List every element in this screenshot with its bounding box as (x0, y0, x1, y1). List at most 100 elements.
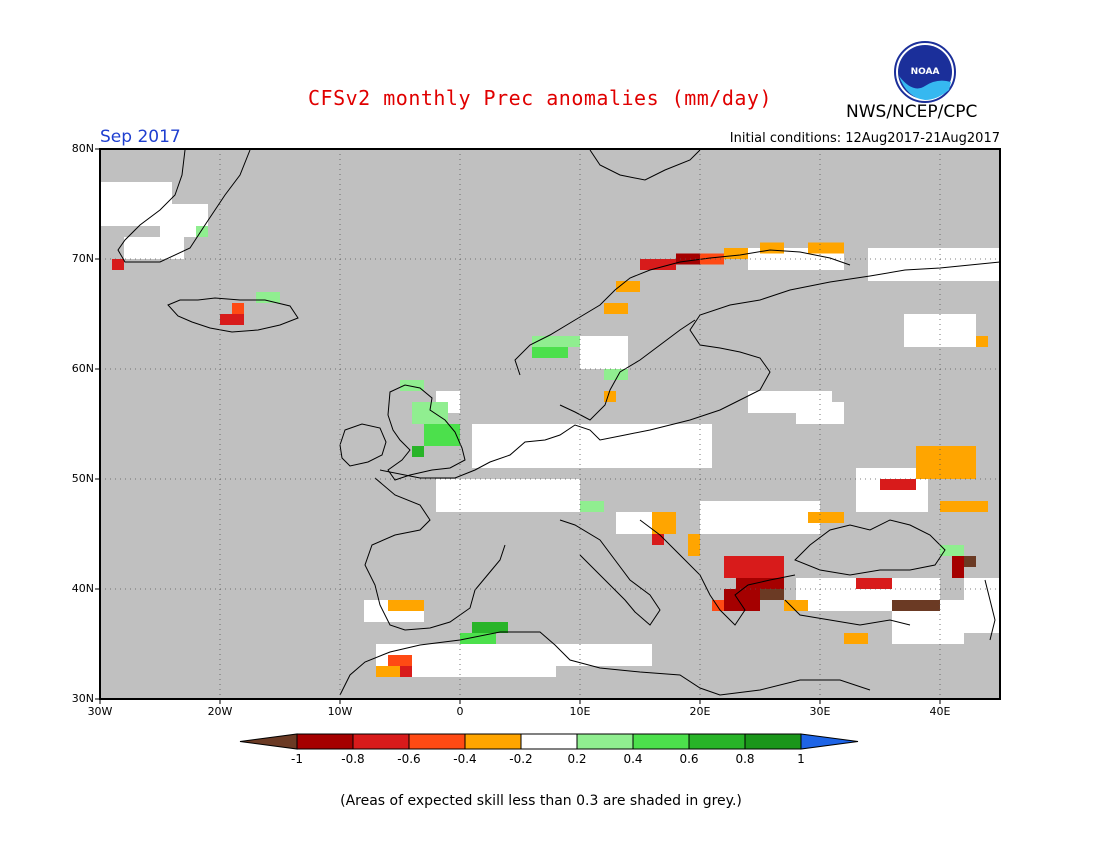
anomaly-cell (400, 380, 424, 391)
coastline-sweden (559, 319, 696, 421)
map-frame (99, 148, 1001, 700)
anomaly-cell (604, 369, 628, 380)
colorbar-label-6: 0.4 (623, 752, 643, 766)
anomaly-cell (532, 336, 580, 347)
anomaly-cell (688, 534, 700, 556)
anomaly-cells (112, 226, 988, 677)
anomaly-cell (412, 402, 448, 424)
anomaly-cell (376, 666, 412, 677)
anomaly-cell (652, 534, 664, 545)
coastline-ireland (339, 423, 387, 467)
coastline-great-britain (387, 384, 466, 481)
skill-footnote: (Areas of expected skill less than 0.3 a… (340, 793, 742, 809)
low-anomaly-cell (124, 237, 184, 259)
lat-label-80n: 80N (71, 142, 94, 155)
low-anomaly-cell (580, 336, 628, 369)
anomaly-cell (808, 512, 844, 523)
coastline-svalbard (589, 149, 701, 181)
lon-label-30e: 30E (809, 705, 831, 718)
lat-label-70n: 70N (71, 252, 94, 265)
coastline-greenland (117, 149, 251, 263)
colorbar-label-1: -0.8 (341, 752, 365, 766)
anomaly-cell (952, 556, 964, 578)
low-anomaly-cell (616, 512, 652, 534)
anomaly-cell (196, 226, 208, 237)
anomaly-cell (580, 501, 604, 512)
low-anomaly-cell (964, 578, 1000, 633)
anomaly-cell (472, 622, 508, 633)
anomaly-cell (400, 666, 412, 677)
low-anomaly-cell (532, 644, 652, 666)
coastline-scandinavia (514, 249, 851, 376)
lon-label-30w: 30W (87, 705, 113, 718)
anomaly-cell (700, 253, 724, 265)
anomaly-cell (724, 248, 748, 259)
colorbar-label-0: -1 (291, 752, 303, 766)
colorbar-label-4: -0.2 (509, 752, 533, 766)
lon-label-0: 0 (456, 705, 464, 718)
anomaly-cell (940, 545, 964, 556)
anomaly-cell (748, 589, 784, 600)
anomaly-cell (712, 600, 724, 611)
low-anomaly-cell (904, 314, 976, 347)
anomaly-cell (112, 259, 124, 270)
coastline-africa (339, 631, 871, 696)
coastline-black-sea (794, 519, 946, 576)
anomaly-cell (460, 633, 496, 644)
anomaly-cell (232, 303, 244, 314)
anomaly-cell (736, 578, 784, 589)
colorbar-label-2: -0.6 (397, 752, 421, 766)
lon-label-40e: 40E (929, 705, 951, 718)
anomaly-cell (616, 281, 640, 292)
lat-label-60n: 60N (71, 362, 94, 375)
graticule (100, 149, 1000, 699)
anomaly-cell (388, 655, 412, 666)
anomaly-cell (604, 303, 628, 314)
anomaly-cell (964, 556, 976, 567)
anomaly-cell (724, 589, 760, 611)
coastline-iceland (167, 297, 299, 333)
logo-text: NOAA (911, 67, 940, 77)
axis-ticks (95, 148, 941, 704)
anomaly-cell (916, 446, 976, 479)
colorbar-label-3: -0.4 (453, 752, 477, 766)
coastline-iberia (364, 477, 506, 631)
anomaly-cell (808, 242, 844, 254)
coastline-mainland (379, 261, 1000, 479)
lon-label-20w: 20W (207, 705, 233, 718)
coastline-caspian (984, 579, 996, 641)
noaa-logo-icon: NOAA (894, 41, 956, 103)
anomaly-cell (844, 633, 868, 644)
anomaly-cell (652, 512, 676, 534)
anomaly-cell (676, 253, 712, 265)
anomaly-cell (220, 314, 244, 325)
low-anomaly-cell (700, 501, 820, 534)
colorbar-label-8: 0.8 (735, 752, 755, 766)
anomaly-cell (760, 242, 784, 254)
low-anomaly-cell (748, 391, 832, 413)
anomaly-cell (604, 391, 616, 402)
lat-label-30n: 30N (71, 692, 94, 705)
coastline-italy (559, 519, 661, 626)
coastline-anatolia (784, 599, 911, 626)
coastline-balkans (639, 519, 796, 626)
anomaly-cell (880, 479, 916, 490)
low-anomaly-cell (472, 424, 712, 468)
low-anomaly-cell (436, 479, 580, 512)
low-anomaly-cell (868, 248, 1000, 281)
colorbar-label-5: 0.2 (567, 752, 587, 766)
coastlines (117, 149, 1000, 696)
anomaly-cell (940, 501, 988, 512)
chart-title: CFSv2 monthly Prec anomalies (mm/day) (307, 86, 773, 110)
anomaly-cell (256, 292, 280, 303)
anomaly-cell (784, 600, 808, 611)
initial-conditions: Initial conditions: 12Aug2017-21Aug2017 (729, 131, 1000, 146)
lat-label-50n: 50N (71, 472, 94, 485)
lon-label-20e: 20E (689, 705, 711, 718)
agency-label: NWS/NCEP/CPC (846, 102, 978, 122)
anomaly-cell (724, 556, 784, 578)
forecast-month: Sep 2017 (100, 127, 181, 147)
lat-label-40n: 40N (71, 582, 94, 595)
colorbar-label-9: 1 (797, 752, 805, 766)
